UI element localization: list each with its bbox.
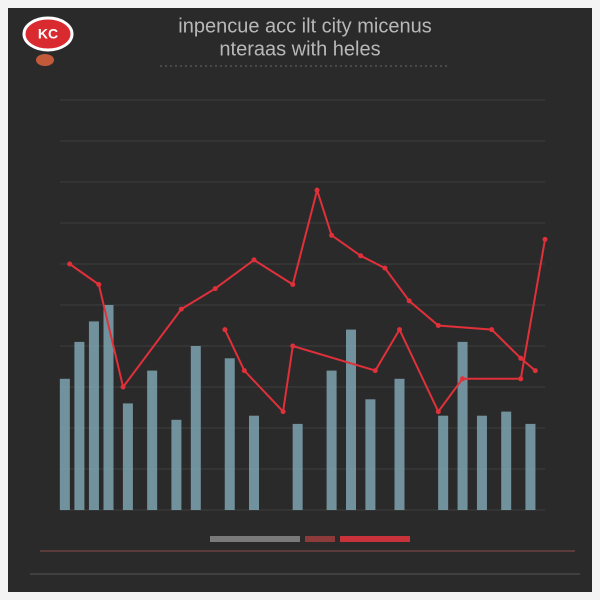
bar [147,370,158,510]
bar [224,358,235,510]
bar [346,329,356,510]
line-point [435,323,441,328]
bar [501,411,512,510]
line-point [532,368,538,374]
bar [326,370,337,510]
bar [249,415,259,510]
line-point [460,376,466,382]
line-point [489,327,495,333]
line-point [222,327,228,333]
line-point [290,282,296,287]
line-point [251,257,257,263]
line-point [314,187,320,193]
bar [525,423,536,510]
bar [122,403,133,510]
bar [74,341,85,510]
svg-text:KC: KC [38,26,58,42]
line-point [212,286,218,292]
line-point [241,368,247,374]
line-point [67,261,73,267]
bar [438,415,449,510]
bar [292,423,303,510]
line-point [382,265,388,271]
bar [88,321,99,510]
line-point [120,384,126,390]
line-point [290,343,296,349]
line-point [178,306,184,312]
line-point [518,376,524,382]
line-series [69,186,536,390]
line-point [435,409,441,415]
bar [457,341,468,510]
line-point [372,368,378,374]
bar [476,415,487,510]
line-point [329,232,335,238]
chart-title: inpencue acc ilt city micenus [178,15,431,37]
bar [103,305,114,510]
line-point [406,298,412,304]
bar [190,346,201,510]
line-point [280,409,286,415]
line-point [542,236,548,242]
line-series [223,239,546,414]
chart-subtitle: nteraas with heles [219,38,380,60]
line-point [518,355,524,361]
logo: KC [22,16,74,66]
bar [394,378,405,510]
legend [210,536,410,542]
bar [171,419,182,510]
bar [365,399,376,510]
line-point [96,282,102,287]
line-point [397,327,402,333]
line-point [358,253,364,259]
bar [59,378,70,510]
